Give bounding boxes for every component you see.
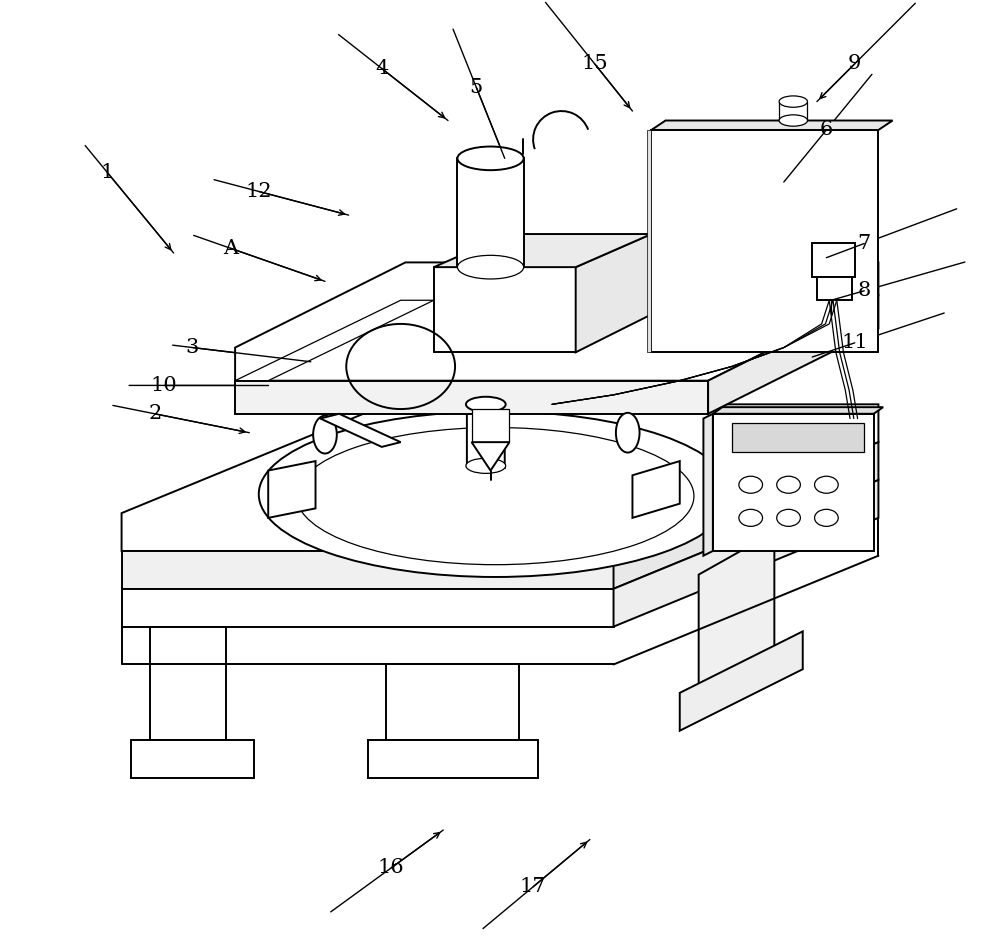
Text: 3: 3 bbox=[186, 338, 199, 357]
Text: 4: 4 bbox=[375, 59, 388, 78]
Polygon shape bbox=[434, 234, 651, 268]
Text: 6: 6 bbox=[820, 121, 833, 140]
Text: 2: 2 bbox=[148, 404, 161, 423]
Text: 10: 10 bbox=[151, 376, 178, 395]
Text: 5: 5 bbox=[470, 78, 483, 97]
Text: A: A bbox=[223, 239, 238, 258]
Polygon shape bbox=[472, 409, 509, 442]
Polygon shape bbox=[651, 130, 878, 352]
Text: 17: 17 bbox=[520, 877, 546, 896]
Polygon shape bbox=[680, 631, 803, 731]
Polygon shape bbox=[732, 423, 864, 452]
Ellipse shape bbox=[466, 458, 506, 474]
Polygon shape bbox=[386, 664, 519, 740]
Polygon shape bbox=[235, 263, 878, 381]
Polygon shape bbox=[268, 461, 316, 518]
Text: 7: 7 bbox=[858, 234, 871, 253]
Ellipse shape bbox=[457, 146, 524, 170]
Ellipse shape bbox=[777, 476, 800, 493]
Polygon shape bbox=[614, 480, 878, 626]
Text: 1: 1 bbox=[101, 163, 114, 182]
Polygon shape bbox=[576, 234, 651, 352]
Ellipse shape bbox=[815, 476, 838, 493]
Polygon shape bbox=[817, 276, 852, 300]
Polygon shape bbox=[131, 740, 254, 778]
Polygon shape bbox=[713, 414, 874, 551]
Polygon shape bbox=[368, 740, 538, 778]
Polygon shape bbox=[699, 532, 774, 693]
Ellipse shape bbox=[616, 413, 640, 453]
Polygon shape bbox=[122, 588, 614, 626]
Polygon shape bbox=[614, 442, 878, 588]
Text: 15: 15 bbox=[581, 54, 608, 73]
Ellipse shape bbox=[815, 510, 838, 527]
Polygon shape bbox=[779, 102, 807, 121]
Polygon shape bbox=[703, 414, 713, 556]
Text: 16: 16 bbox=[378, 859, 405, 878]
Text: 9: 9 bbox=[848, 54, 861, 73]
Ellipse shape bbox=[313, 416, 337, 454]
Polygon shape bbox=[150, 626, 226, 740]
Text: 11: 11 bbox=[841, 333, 868, 352]
Text: 8: 8 bbox=[858, 281, 871, 300]
Polygon shape bbox=[320, 414, 401, 447]
Ellipse shape bbox=[779, 115, 807, 126]
Ellipse shape bbox=[779, 96, 807, 107]
Polygon shape bbox=[235, 381, 708, 414]
Polygon shape bbox=[651, 121, 893, 130]
Polygon shape bbox=[122, 551, 614, 588]
Polygon shape bbox=[713, 407, 883, 414]
Polygon shape bbox=[122, 404, 878, 551]
Polygon shape bbox=[235, 300, 434, 381]
Polygon shape bbox=[632, 461, 680, 518]
Polygon shape bbox=[434, 268, 576, 352]
Ellipse shape bbox=[777, 510, 800, 527]
Ellipse shape bbox=[457, 255, 524, 279]
Ellipse shape bbox=[739, 510, 763, 527]
Text: 12: 12 bbox=[245, 182, 272, 201]
Ellipse shape bbox=[259, 412, 732, 577]
Ellipse shape bbox=[739, 476, 763, 493]
Ellipse shape bbox=[466, 397, 506, 412]
Polygon shape bbox=[647, 130, 651, 352]
Polygon shape bbox=[457, 158, 524, 268]
Ellipse shape bbox=[297, 427, 694, 565]
Polygon shape bbox=[472, 442, 509, 471]
Polygon shape bbox=[708, 295, 878, 414]
Polygon shape bbox=[812, 244, 855, 276]
Polygon shape bbox=[467, 398, 505, 468]
